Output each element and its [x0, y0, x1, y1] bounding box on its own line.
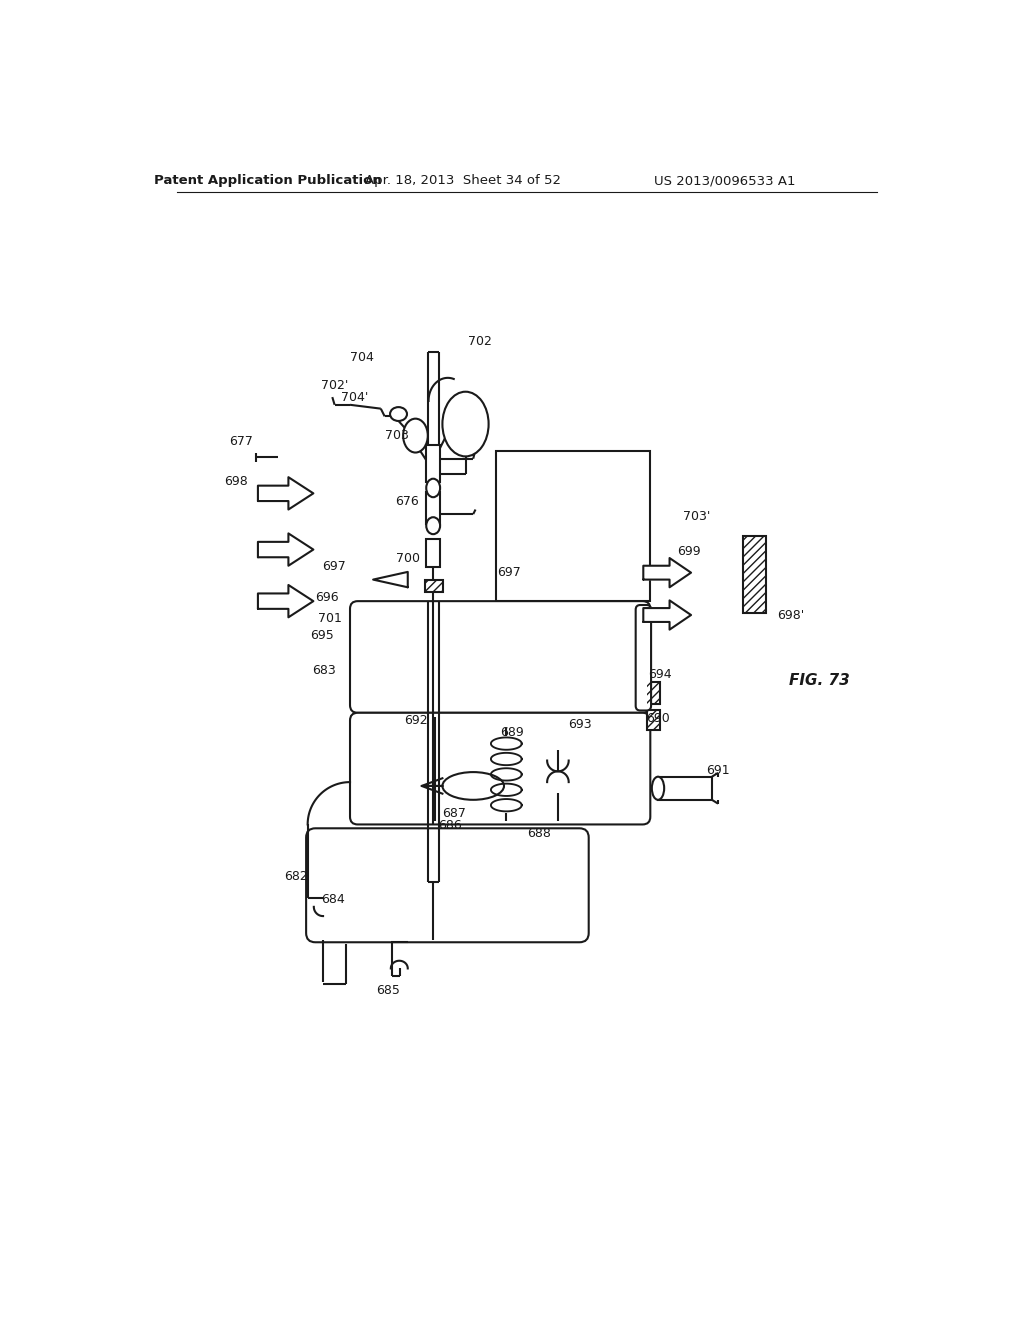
Text: 698': 698' — [777, 609, 805, 622]
Bar — [647, 710, 659, 730]
Ellipse shape — [426, 517, 440, 535]
Bar — [426, 539, 440, 566]
Text: 702: 702 — [468, 335, 492, 348]
Text: 685: 685 — [377, 983, 400, 997]
Bar — [497, 451, 650, 601]
Text: 694: 694 — [648, 668, 672, 681]
Bar — [658, 776, 712, 800]
Text: 689: 689 — [500, 726, 523, 739]
Text: 690: 690 — [646, 711, 670, 725]
FancyBboxPatch shape — [306, 829, 589, 942]
Text: 704: 704 — [350, 351, 374, 363]
Text: 696: 696 — [314, 591, 339, 603]
Text: 684: 684 — [322, 892, 345, 906]
Bar — [647, 682, 659, 704]
Text: 699: 699 — [677, 545, 700, 557]
Ellipse shape — [442, 772, 504, 800]
Bar — [425, 581, 443, 591]
Polygon shape — [373, 572, 408, 587]
Polygon shape — [643, 601, 691, 630]
Text: 692: 692 — [404, 714, 428, 727]
Bar — [742, 536, 766, 612]
Polygon shape — [258, 478, 313, 510]
Text: 704': 704' — [341, 391, 369, 404]
Polygon shape — [643, 558, 691, 587]
Text: 698: 698 — [224, 475, 248, 488]
Ellipse shape — [442, 392, 488, 457]
Text: 695: 695 — [310, 630, 334, 643]
Polygon shape — [258, 585, 313, 618]
Text: 701: 701 — [317, 612, 342, 626]
Text: 697: 697 — [322, 560, 345, 573]
Bar — [647, 710, 659, 730]
Ellipse shape — [403, 418, 428, 453]
Text: Apr. 18, 2013  Sheet 34 of 52: Apr. 18, 2013 Sheet 34 of 52 — [366, 174, 561, 187]
Text: Patent Application Publication: Patent Application Publication — [154, 174, 382, 187]
Bar — [647, 682, 659, 704]
Text: 677: 677 — [229, 436, 253, 449]
Text: 688: 688 — [526, 826, 551, 840]
Polygon shape — [258, 533, 313, 566]
Text: 703: 703 — [385, 429, 410, 442]
Text: FIG. 73: FIG. 73 — [790, 673, 850, 688]
Bar — [426, 445, 440, 482]
Text: 697: 697 — [498, 566, 521, 579]
Text: 703': 703' — [683, 510, 711, 523]
Text: US 2013/0096533 A1: US 2013/0096533 A1 — [654, 174, 796, 187]
Text: 683: 683 — [311, 664, 336, 677]
Bar — [742, 536, 766, 612]
Bar — [426, 492, 440, 524]
Text: 702': 702' — [322, 379, 348, 392]
Text: 691: 691 — [707, 764, 730, 777]
Ellipse shape — [390, 407, 407, 421]
Text: 700: 700 — [396, 552, 420, 565]
FancyBboxPatch shape — [350, 713, 650, 825]
FancyBboxPatch shape — [350, 601, 650, 713]
Text: 676: 676 — [395, 495, 419, 508]
Ellipse shape — [652, 776, 665, 800]
Ellipse shape — [426, 479, 440, 498]
Text: 682: 682 — [284, 870, 307, 883]
Text: 686: 686 — [438, 818, 462, 832]
Bar — [425, 581, 443, 591]
Text: 693: 693 — [568, 718, 592, 731]
Text: 687: 687 — [442, 807, 466, 820]
FancyBboxPatch shape — [636, 605, 651, 710]
